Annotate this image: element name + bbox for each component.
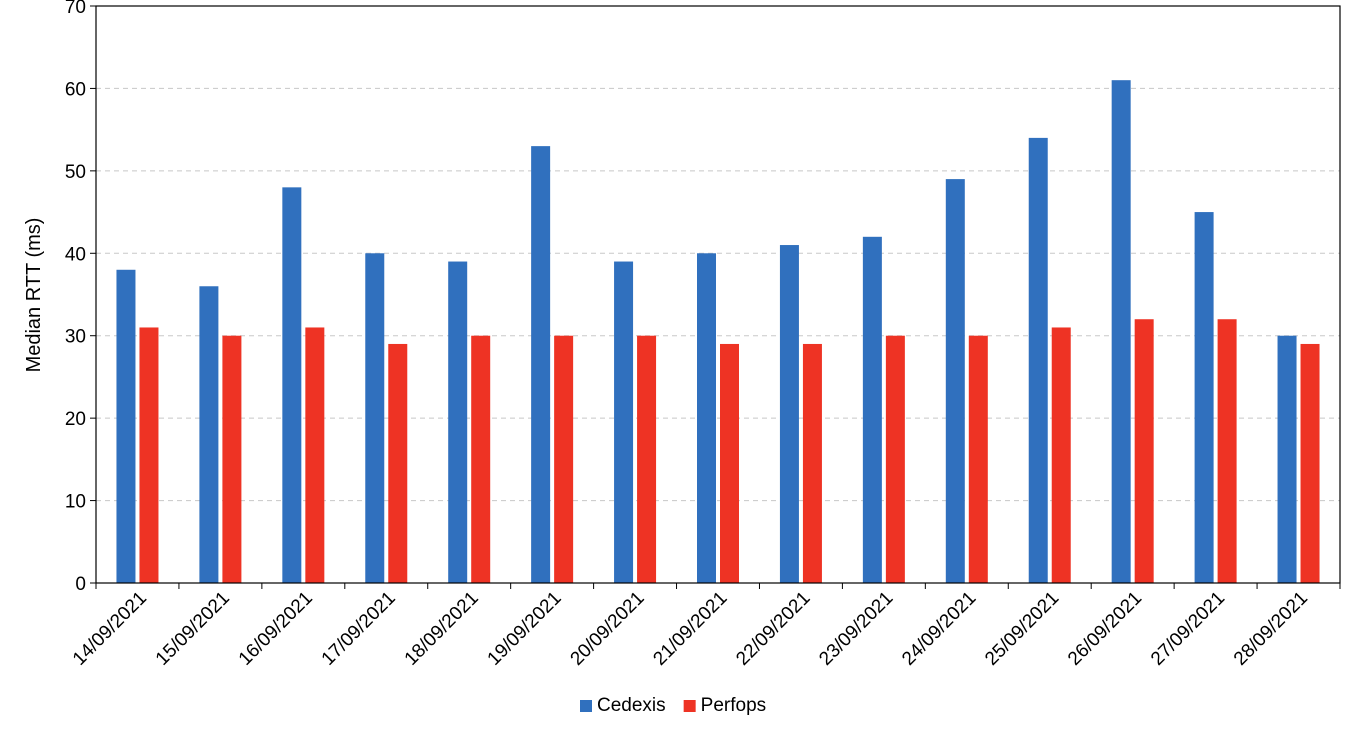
- bar-perfops-14: [1217, 319, 1237, 583]
- bar-perfops-13: [1134, 319, 1154, 583]
- bar-perfops-10: [885, 335, 905, 583]
- y-tick-label: 40: [65, 244, 86, 265]
- x-tick-label: 26/09/2021: [1064, 588, 1146, 670]
- bars: [116, 80, 1320, 584]
- bar-perfops-2: [222, 335, 242, 583]
- x-tick-label: 18/09/2021: [401, 588, 483, 670]
- y-axis-label: Median RTT (ms): [23, 218, 45, 373]
- y-tick-label: 0: [75, 574, 86, 595]
- bar-cedexis-8: [697, 253, 716, 584]
- bar-cedexis-4: [365, 253, 385, 584]
- bar-cedexis-5: [448, 261, 468, 583]
- x-tick-label: 23/09/2021: [815, 588, 897, 670]
- x-tick-label: 24/09/2021: [898, 588, 980, 670]
- bar-cedexis-7: [614, 261, 634, 583]
- bar-perfops-8: [720, 343, 739, 583]
- y-tick-label: 30: [65, 327, 86, 348]
- bar-perfops-1: [139, 327, 159, 583]
- axes: [90, 5, 1341, 589]
- x-tick-label: 28/09/2021: [1230, 588, 1312, 670]
- x-tick-label: 15/09/2021: [152, 588, 234, 670]
- bar-perfops-9: [802, 343, 822, 583]
- x-tick-label: 14/09/2021: [69, 588, 151, 670]
- y-tick-label: 20: [65, 409, 86, 430]
- bar-cedexis-15: [1277, 335, 1297, 583]
- bar-cedexis-11: [945, 179, 965, 583]
- bar-perfops-6: [554, 335, 574, 583]
- bar-perfops-12: [1051, 327, 1071, 583]
- gridlines: [96, 87, 1340, 502]
- x-tick-label: 27/09/2021: [1147, 588, 1229, 670]
- x-tick-label: 19/09/2021: [484, 588, 566, 670]
- bar-cedexis-13: [1111, 80, 1131, 583]
- x-tick-label: 20/09/2021: [567, 588, 649, 670]
- x-tick-label: 16/09/2021: [235, 588, 317, 670]
- bar-cedexis-1: [116, 269, 136, 583]
- legend-swatch-perfops: [683, 700, 696, 712]
- y-tick-label: 10: [65, 492, 86, 513]
- x-tick-label: 17/09/2021: [318, 588, 400, 670]
- bar-perfops-4: [388, 343, 408, 583]
- bar-cedexis-2: [199, 286, 219, 583]
- y-tick-label: 70: [65, 0, 86, 18]
- legend-label-cedexis: Cedexis: [597, 695, 666, 716]
- legend: Cedexis Perfops: [580, 695, 766, 716]
- bar-cedexis-14: [1194, 212, 1214, 584]
- bar-cedexis-6: [531, 146, 551, 583]
- bar-perfops-15: [1300, 343, 1320, 583]
- legend-label-perfops: Perfops: [701, 695, 766, 716]
- y-tick-label: 60: [65, 79, 86, 100]
- bar-perfops-3: [305, 327, 325, 583]
- bar-perfops-11: [968, 335, 988, 583]
- x-tick-label: 21/09/2021: [649, 588, 731, 670]
- plot-frame: [95, 5, 1341, 584]
- y-tick-label: 50: [65, 162, 86, 183]
- x-tick-label: 25/09/2021: [981, 588, 1063, 670]
- bar-cedexis-3: [282, 187, 302, 584]
- x-tick-label: 22/09/2021: [732, 588, 814, 670]
- bar-cedexis-12: [1028, 137, 1048, 583]
- legend-swatch-cedexis: [580, 700, 592, 712]
- bar-perfops-5: [471, 335, 491, 583]
- bar-perfops-7: [637, 335, 657, 583]
- x-tick-labels: 14/09/2021 15/09/2021 16/09/2021 17/09/2021…: [69, 588, 1312, 670]
- bar-cedexis-9: [779, 245, 799, 584]
- bar-cedexis-10: [862, 236, 882, 584]
- y-tick-labels: 0 10 20 30 40 50 60 70: [65, 0, 86, 595]
